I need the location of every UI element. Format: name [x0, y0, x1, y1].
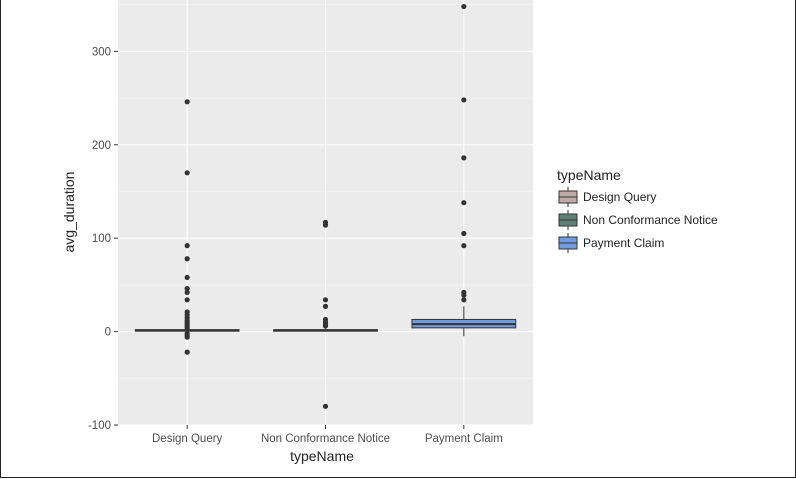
outlier-point	[461, 200, 467, 206]
box-design-query	[134, 99, 240, 355]
outlier-point	[184, 289, 190, 295]
y-axis-title: avg_duration	[61, 172, 77, 253]
y-tick-label: 200	[92, 140, 111, 152]
legend-item-non-conformance-notice: Non Conformance Notice	[558, 210, 718, 230]
outlier-point	[461, 97, 467, 103]
legend-item-label: Payment Claim	[583, 236, 664, 250]
outlier-point	[461, 243, 467, 249]
outlier-point	[322, 303, 329, 309]
outlier-point	[322, 323, 329, 329]
y-tick-label: 0	[105, 327, 111, 339]
outlier-point	[184, 334, 190, 340]
outlier-point	[184, 274, 190, 281]
outlier-point	[184, 286, 190, 292]
legend: typeName Design Query Non Conformance Not…	[557, 167, 718, 253]
y-axis: -100 0 100 200 300	[88, 46, 118, 432]
outlier-point	[184, 297, 190, 303]
outlier-point	[322, 403, 329, 409]
x-axis-title: typeName	[290, 448, 354, 464]
x-tick-label: Design Query	[152, 433, 223, 445]
outlier-point	[184, 99, 190, 105]
legend-item-label: Design Query	[583, 190, 656, 204]
x-tick-label: Non Conformance Notice	[261, 433, 390, 445]
outlier-point	[461, 155, 467, 161]
outlier-point	[322, 297, 329, 303]
box-payment-claim	[411, 3, 517, 337]
y-tick-label: -100	[88, 420, 111, 432]
outlier-point	[184, 170, 190, 176]
legend-item-design-query: Design Query	[558, 187, 656, 207]
x-axis: Design Query Non Conformance Notice Paymen…	[152, 425, 503, 445]
y-tick-label: 100	[92, 233, 111, 245]
y-tick-label: 300	[92, 46, 111, 58]
outlier-point	[184, 256, 190, 262]
outlier-point	[461, 297, 467, 303]
legend-item-payment-claim: Payment Claim	[558, 233, 664, 253]
box-non-conformance-notice	[273, 219, 378, 409]
outlier-point	[461, 292, 467, 298]
legend-item-label: Non Conformance Notice	[583, 213, 718, 227]
x-tick-label: Payment Claim	[425, 433, 503, 445]
outlier-point	[461, 230, 467, 237]
legend-title: typeName	[557, 167, 621, 183]
outlier-point	[461, 3, 467, 10]
outlier-point	[184, 325, 190, 331]
boxes	[134, 3, 517, 409]
outlier-point	[184, 349, 190, 355]
outlier-point	[322, 222, 329, 228]
outlier-point	[184, 243, 190, 249]
